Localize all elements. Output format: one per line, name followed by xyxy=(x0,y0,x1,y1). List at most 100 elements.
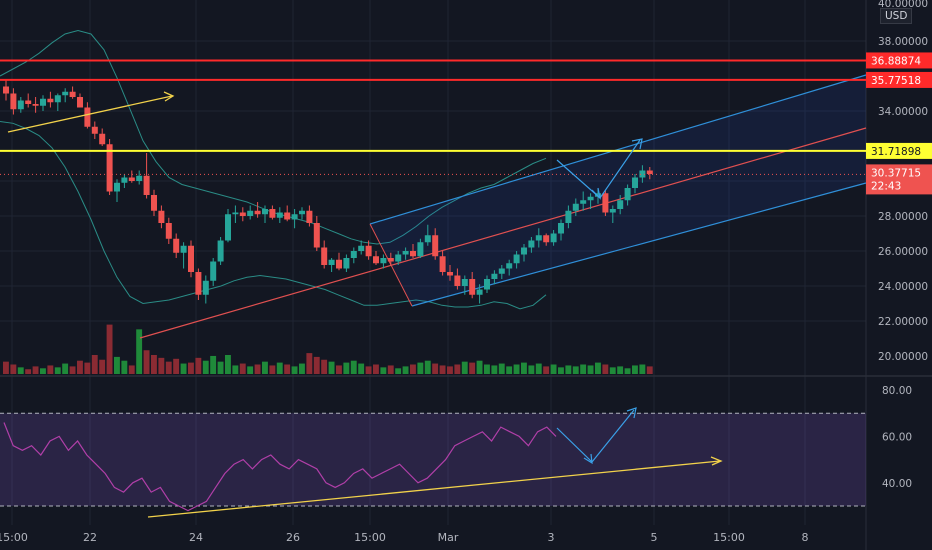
y-tick-label: 20.00000 xyxy=(878,351,928,363)
candle xyxy=(587,193,594,209)
candle-body xyxy=(47,98,54,103)
volume-bar xyxy=(565,365,572,374)
level-label: 36.88874 xyxy=(871,55,921,67)
candle xyxy=(10,88,17,115)
x-tick-label: 15:00 xyxy=(713,531,745,544)
x-tick-label: 22 xyxy=(83,531,97,544)
candle xyxy=(254,202,261,218)
candle xyxy=(469,272,476,299)
candle-body xyxy=(158,210,165,223)
rsi-tick-label: 80.00 xyxy=(882,385,912,397)
candle xyxy=(47,91,54,108)
arrowhead xyxy=(631,138,643,150)
volume-bar xyxy=(299,363,305,374)
rsi-band-fill xyxy=(0,413,866,506)
candle-body xyxy=(84,107,91,127)
candle xyxy=(365,240,372,260)
candle-body xyxy=(313,223,320,248)
volume-bar xyxy=(535,363,542,374)
candle xyxy=(358,240,365,255)
candle xyxy=(521,244,527,262)
candle-body xyxy=(25,100,32,104)
candle xyxy=(99,128,106,146)
candle-body xyxy=(587,196,594,201)
candle xyxy=(432,228,439,260)
volume-bar xyxy=(491,365,498,374)
x-tick-label: 15:00 xyxy=(0,531,28,544)
volume-bar xyxy=(410,364,416,374)
volume-bar xyxy=(365,366,372,374)
candle-body xyxy=(10,93,17,110)
candle-body xyxy=(380,258,387,264)
candle xyxy=(632,174,638,194)
candle-body xyxy=(602,193,609,213)
volume-bar xyxy=(128,365,135,374)
candle xyxy=(173,233,180,258)
volume-bar xyxy=(476,360,483,374)
candle xyxy=(617,195,624,215)
candle xyxy=(498,265,505,279)
candle xyxy=(639,165,646,183)
candle xyxy=(313,216,320,251)
candle-body xyxy=(550,233,557,243)
candle-body xyxy=(632,177,638,188)
candle-body xyxy=(617,200,624,209)
candle-body xyxy=(254,210,261,215)
volume-bar xyxy=(62,363,69,374)
volume-bar xyxy=(550,364,557,374)
candle-body xyxy=(91,126,98,134)
candle xyxy=(387,252,394,265)
volume-bar xyxy=(313,356,320,374)
candle xyxy=(84,102,91,129)
candle xyxy=(17,97,24,113)
candle-body xyxy=(202,280,209,295)
volume-bar xyxy=(54,367,61,374)
candle xyxy=(646,167,653,180)
candle-body xyxy=(32,104,39,106)
candle xyxy=(217,237,224,265)
rsi-tick-label: 40.00 xyxy=(882,478,912,490)
volume-bar xyxy=(321,359,328,374)
candle-body xyxy=(447,272,453,276)
candle xyxy=(624,184,631,206)
trendline xyxy=(139,127,867,339)
candle-body xyxy=(77,97,83,108)
x-tick-label: 3 xyxy=(548,531,555,544)
volume-bar xyxy=(91,355,98,374)
candle xyxy=(535,228,542,248)
x-tick-label: 8 xyxy=(802,531,809,544)
volume-bars xyxy=(3,324,653,374)
candle-body xyxy=(151,195,157,211)
candle-body xyxy=(395,254,402,262)
volume-bar xyxy=(121,360,128,374)
candle xyxy=(439,251,446,276)
candle-body xyxy=(247,210,254,216)
candle xyxy=(350,247,357,264)
candle xyxy=(580,191,587,211)
candle-body xyxy=(432,235,439,257)
candle-body xyxy=(3,86,9,94)
volume-bar xyxy=(151,355,157,374)
candle xyxy=(210,258,217,286)
y-tick-label: 28.00000 xyxy=(878,211,928,223)
candle xyxy=(336,252,342,271)
volume-bar xyxy=(284,364,291,374)
candle xyxy=(69,86,76,99)
candle-body xyxy=(387,258,394,262)
candle-body xyxy=(461,279,468,286)
candle-body xyxy=(284,212,291,220)
volume-bar xyxy=(343,362,350,374)
candle-body xyxy=(336,259,342,269)
candle-body xyxy=(217,240,224,262)
candle xyxy=(484,275,490,293)
candle-body xyxy=(328,259,335,265)
level-tag xyxy=(866,52,932,69)
volume-bar xyxy=(195,357,202,374)
candle xyxy=(121,174,128,188)
volume-bar xyxy=(528,365,535,374)
candle-body xyxy=(572,203,579,211)
candle-body xyxy=(417,242,424,257)
volume-bar xyxy=(106,324,113,374)
